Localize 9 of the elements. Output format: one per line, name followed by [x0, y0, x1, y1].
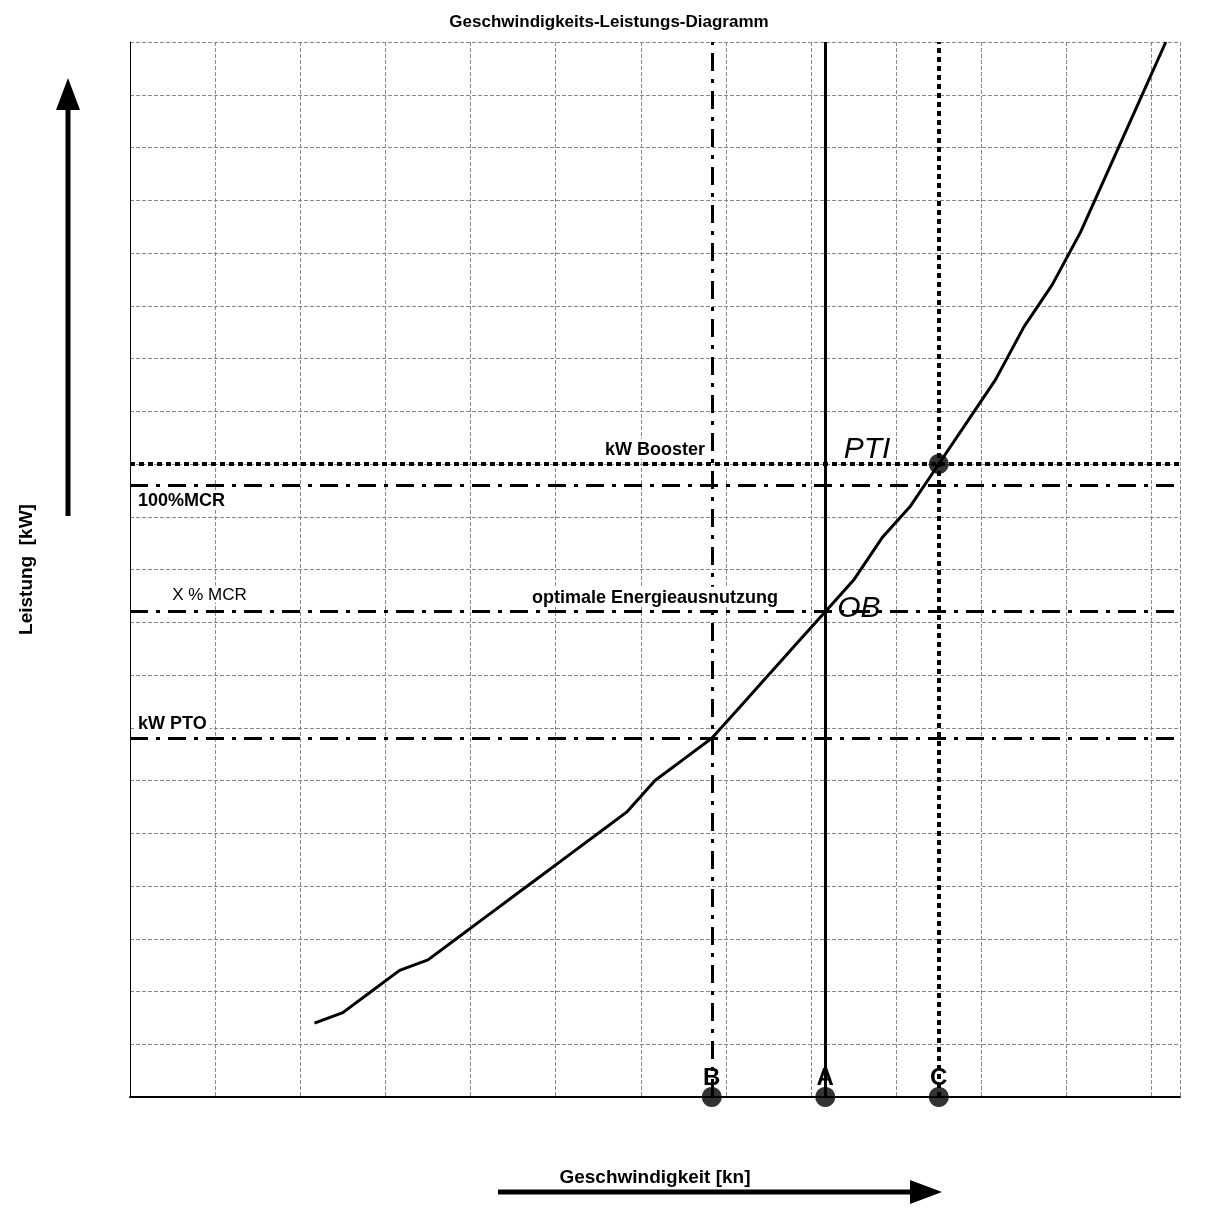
ref-line-label: kW Booster	[604, 439, 706, 459]
annotation: X % MCR	[172, 584, 247, 604]
chart-title: Geschwindigkeits-Leistungs-Diagramm	[449, 12, 769, 31]
ref-line-label: 100%MCR	[138, 490, 226, 511]
x-axis-title: Geschwindigkeit [kn]	[559, 1166, 751, 1187]
annotation: PTI	[843, 430, 891, 464]
y-axis-title: Leistung [kW]	[15, 504, 36, 635]
ref-line-label: kW PTO	[138, 713, 207, 734]
ref-line-label: optimale Energieausnutzung	[531, 586, 779, 607]
